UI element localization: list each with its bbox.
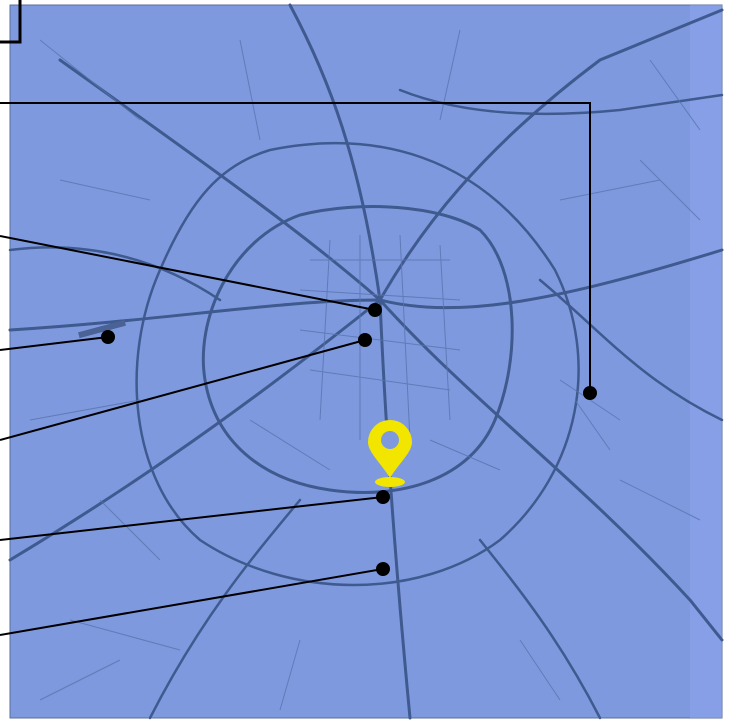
leader-line — [0, 568, 384, 636]
radial-road — [58, 58, 382, 302]
frame-corner — [0, 0, 22, 44]
radial-road — [288, 3, 382, 302]
marker-dot — [358, 333, 372, 347]
marker-dot — [101, 330, 115, 344]
pin-hole — [381, 431, 399, 449]
radial-road — [538, 278, 724, 422]
map-roads — [8, 3, 724, 720]
radial-road — [478, 538, 602, 720]
marker-dot — [376, 562, 390, 576]
outer-ring-road — [135, 141, 580, 587]
radial-road — [378, 298, 724, 642]
radial-road — [378, 8, 724, 302]
marker-dot — [368, 303, 382, 317]
radial-road — [378, 248, 724, 310]
location-pin — [368, 420, 412, 487]
radial-road — [398, 88, 724, 116]
radial-road — [148, 498, 302, 720]
callouts — [0, 102, 597, 636]
radial-road — [8, 298, 382, 332]
map-background — [9, 4, 723, 719]
marker-dot — [376, 490, 390, 504]
leader-line — [0, 102, 591, 393]
airfield — [78, 319, 126, 339]
leader-line — [0, 235, 376, 311]
ring-road — [201, 205, 514, 494]
map-edge-tint — [690, 5, 722, 718]
radial-road — [8, 246, 222, 302]
leader-line — [0, 496, 384, 541]
marker-dot — [583, 386, 597, 400]
leader-line — [0, 339, 366, 441]
radial-road — [8, 298, 382, 562]
minor-streets — [29, 29, 701, 711]
leader-line — [0, 336, 109, 351]
radial-road — [378, 298, 412, 720]
pin-shadow — [375, 477, 405, 487]
